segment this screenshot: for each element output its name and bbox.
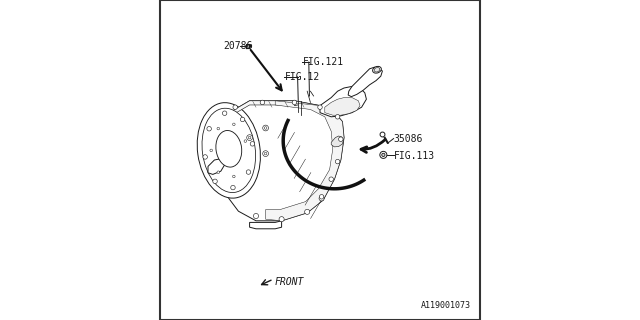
Ellipse shape: [319, 196, 324, 201]
Ellipse shape: [246, 170, 251, 174]
Polygon shape: [320, 86, 366, 117]
Polygon shape: [230, 101, 338, 115]
Polygon shape: [332, 136, 344, 147]
Ellipse shape: [260, 100, 265, 105]
Ellipse shape: [380, 151, 387, 158]
Ellipse shape: [319, 195, 324, 199]
Ellipse shape: [264, 152, 267, 155]
Ellipse shape: [279, 217, 284, 222]
Ellipse shape: [222, 111, 227, 116]
Ellipse shape: [244, 140, 246, 142]
Ellipse shape: [203, 155, 207, 159]
Polygon shape: [325, 98, 360, 115]
Ellipse shape: [292, 100, 297, 105]
Ellipse shape: [247, 135, 253, 140]
Ellipse shape: [241, 117, 245, 122]
Ellipse shape: [250, 142, 255, 146]
Ellipse shape: [372, 66, 381, 73]
Ellipse shape: [263, 125, 269, 131]
Ellipse shape: [263, 151, 269, 156]
Text: 20786: 20786: [223, 41, 253, 52]
Polygon shape: [250, 221, 282, 229]
Ellipse shape: [233, 105, 237, 109]
Text: FIG.121: FIG.121: [302, 57, 344, 67]
Ellipse shape: [202, 108, 255, 193]
Ellipse shape: [248, 136, 251, 139]
Ellipse shape: [335, 115, 340, 119]
Ellipse shape: [212, 179, 217, 184]
Ellipse shape: [232, 123, 235, 126]
Ellipse shape: [216, 131, 242, 167]
Ellipse shape: [339, 137, 343, 141]
Ellipse shape: [317, 105, 323, 109]
Ellipse shape: [197, 103, 260, 198]
Text: A119001073: A119001073: [420, 301, 470, 310]
Ellipse shape: [264, 127, 267, 129]
Polygon shape: [224, 101, 344, 221]
Ellipse shape: [232, 175, 235, 178]
Polygon shape: [208, 158, 226, 174]
Ellipse shape: [217, 171, 220, 173]
Polygon shape: [348, 67, 383, 97]
Ellipse shape: [207, 126, 211, 131]
Ellipse shape: [329, 177, 333, 181]
Text: FRONT: FRONT: [275, 277, 303, 287]
Polygon shape: [246, 44, 251, 48]
Polygon shape: [266, 101, 344, 221]
Text: FIG.12: FIG.12: [285, 72, 320, 82]
Ellipse shape: [210, 149, 212, 152]
Ellipse shape: [253, 213, 259, 219]
Ellipse shape: [374, 68, 380, 72]
Ellipse shape: [231, 185, 236, 190]
Ellipse shape: [217, 127, 220, 130]
Text: FIG.113: FIG.113: [394, 150, 435, 161]
Ellipse shape: [381, 153, 385, 156]
Ellipse shape: [305, 209, 310, 214]
Text: 35086: 35086: [394, 133, 423, 144]
Ellipse shape: [335, 159, 340, 164]
